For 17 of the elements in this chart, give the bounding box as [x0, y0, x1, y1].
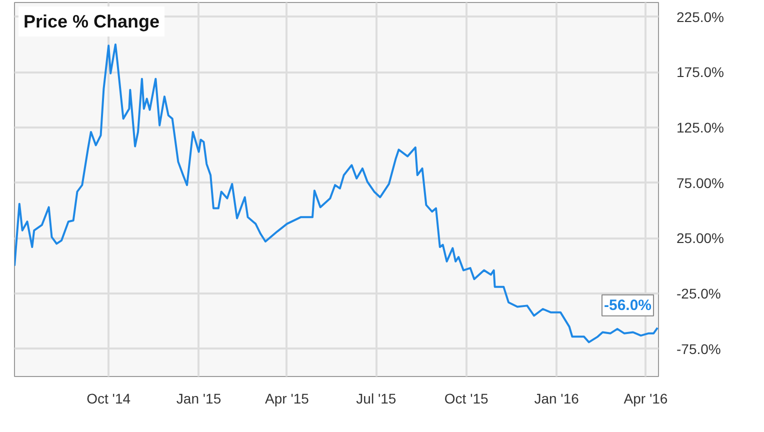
y-tick-label: 225.0% — [676, 8, 724, 25]
x-tick-label: Jan '16 — [534, 390, 580, 406]
line-series — [14, 44, 658, 344]
text: Price % Change — [24, 12, 160, 32]
annotation: -56.0% — [604, 296, 652, 314]
x-tick-label: Oct '15 — [444, 390, 489, 406]
y-tick-label: 75.00% — [676, 174, 724, 191]
x-tick-label: Jul '15 — [356, 390, 396, 406]
y-tick-label: 175.0% — [676, 64, 724, 80]
x-tick-label: Jan '15 — [176, 390, 222, 406]
y-tick-label: -25.0% — [676, 286, 721, 302]
x-tick-label: Apr '16 — [624, 390, 668, 406]
y-tick-label: 125.0% — [676, 120, 724, 136]
y-tick-label: 25.00% — [676, 230, 724, 246]
x-tick-label: Apr '15 — [265, 390, 310, 406]
x-tick-label: Oct '14 — [86, 390, 131, 406]
y-tick-label: -75.0% — [676, 340, 721, 357]
